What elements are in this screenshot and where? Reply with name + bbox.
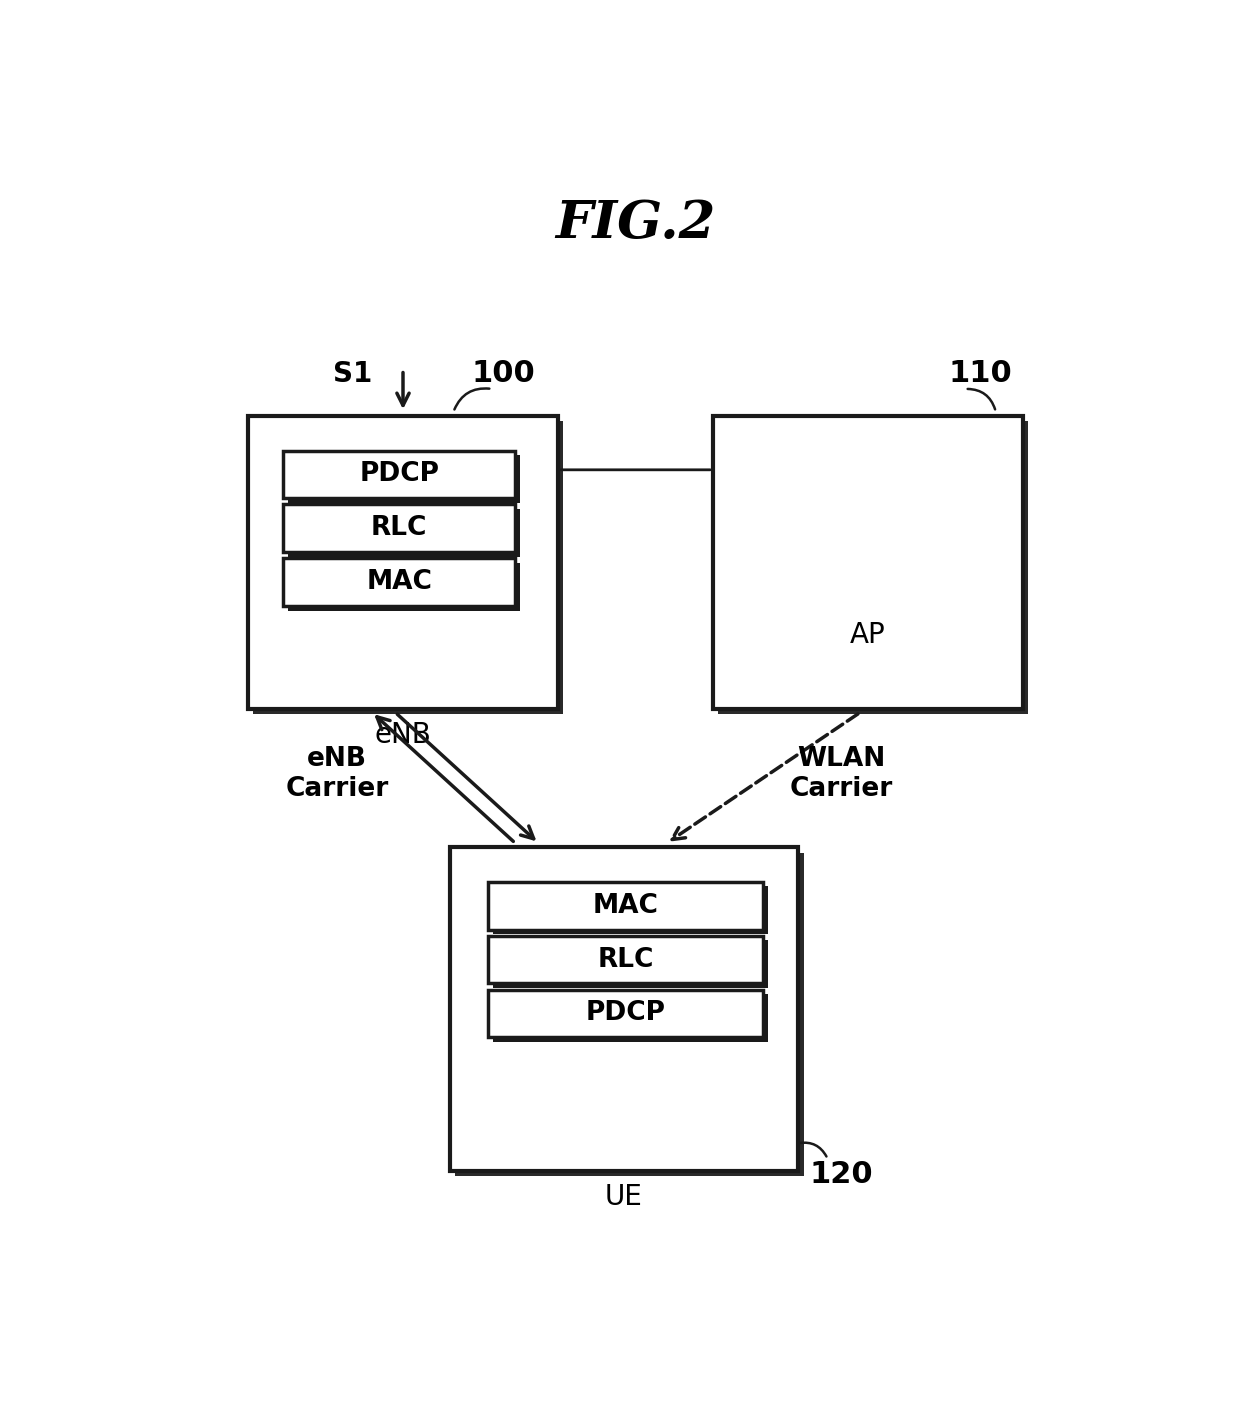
Bar (283, 558, 516, 606)
Bar (718, 421, 1028, 714)
Bar (492, 941, 768, 988)
Bar (283, 451, 516, 498)
Text: RLC: RLC (371, 515, 428, 541)
Text: MAC: MAC (593, 893, 658, 918)
Text: MAC: MAC (366, 569, 432, 595)
Bar (489, 881, 764, 929)
Bar (288, 455, 520, 502)
Text: eNB: eNB (374, 721, 432, 749)
Text: 110: 110 (949, 359, 1012, 387)
Text: UE: UE (605, 1183, 642, 1212)
Text: PDCP: PDCP (585, 1000, 666, 1026)
Text: 100: 100 (472, 359, 536, 387)
Bar (492, 887, 768, 934)
Text: FIG.2: FIG.2 (556, 197, 715, 248)
Text: PDCP: PDCP (360, 461, 439, 488)
Text: S1: S1 (334, 359, 372, 387)
Text: 120: 120 (808, 1159, 873, 1189)
Bar (283, 505, 516, 552)
Bar (288, 509, 520, 556)
Text: AP: AP (851, 622, 885, 650)
Bar (288, 563, 520, 610)
Text: eNB
Carrier: eNB Carrier (285, 746, 389, 802)
Bar (253, 421, 563, 714)
Text: RLC: RLC (598, 946, 653, 972)
Bar (449, 847, 799, 1171)
Text: WLAN
Carrier: WLAN Carrier (789, 746, 893, 802)
Bar (713, 416, 1023, 708)
Bar (248, 416, 558, 708)
Bar (492, 995, 768, 1042)
Bar (455, 853, 804, 1176)
Bar (489, 989, 764, 1037)
Bar (489, 935, 764, 983)
